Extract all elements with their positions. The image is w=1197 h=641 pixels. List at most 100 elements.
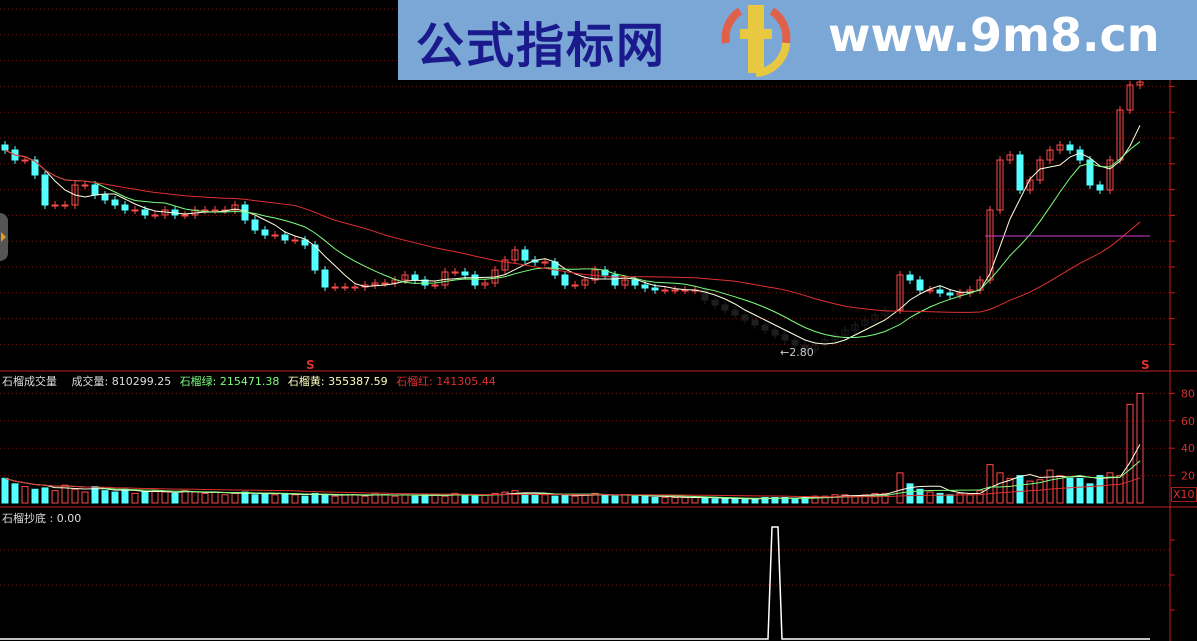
candle-body <box>571 284 579 287</box>
volume-bar <box>721 498 729 504</box>
volume-indicator-title: 石榴成交量 <box>2 375 57 388</box>
candle-body <box>1096 184 1104 191</box>
candle-body <box>281 234 289 241</box>
volume-bar <box>1056 475 1064 504</box>
volume-bar <box>621 494 629 504</box>
candle-body <box>1126 84 1134 111</box>
candle-body <box>541 261 549 264</box>
candle-body <box>521 249 529 261</box>
candle-body <box>811 344 819 351</box>
candle-body <box>61 204 69 207</box>
volume-bar <box>1076 477 1084 504</box>
candle-body <box>321 269 329 288</box>
candle-body <box>261 229 269 236</box>
volume-bar <box>51 490 59 504</box>
candle-body <box>561 274 569 286</box>
volume-bar <box>121 488 129 504</box>
candle-body <box>1006 154 1014 161</box>
volume-bar <box>191 491 199 504</box>
volume-tick-label: 40 <box>1181 442 1195 455</box>
candle-body <box>1066 144 1074 151</box>
candle-body <box>71 184 79 206</box>
candle-body <box>481 282 489 286</box>
volume-bar <box>251 494 259 504</box>
volume-bar <box>501 491 509 504</box>
volume-bar <box>1096 475 1104 504</box>
volume-bar <box>986 464 994 504</box>
volume-bar <box>811 495 819 504</box>
candle-body <box>896 274 904 311</box>
volume-ma10-line <box>4 460 1141 499</box>
volume-unit-badge: X10 <box>1171 487 1197 502</box>
volume-bar <box>351 494 359 504</box>
candle-body <box>611 274 619 286</box>
volume-bar <box>611 495 619 504</box>
volume-bar <box>381 494 389 504</box>
volume-bar <box>231 492 239 504</box>
volume-bar <box>1 477 9 504</box>
volume-bar <box>956 492 964 504</box>
expand-panel-tab[interactable] <box>0 213 8 261</box>
candle-body <box>741 314 749 321</box>
volume-bar <box>1126 403 1134 504</box>
candle-body <box>151 214 159 217</box>
candle-body <box>631 279 639 286</box>
candle-body <box>721 304 729 311</box>
volume-tick-label: 60 <box>1181 415 1195 428</box>
volume-bar <box>521 492 529 504</box>
volume-bar <box>41 487 49 504</box>
candle-body <box>1116 109 1124 161</box>
candle-body <box>1086 159 1094 186</box>
candle-body <box>1106 159 1114 191</box>
volume-bar <box>1016 475 1024 504</box>
volume-bar <box>461 494 469 504</box>
volume-legend: 石榴成交量 成交量: 810299.25 石榴绿: 215471.38 石榴黄:… <box>2 373 501 389</box>
signal-s-marker: S <box>306 358 315 372</box>
candle-body <box>461 271 469 276</box>
volume-ma30-line <box>4 477 1141 498</box>
volume-bar <box>221 494 229 504</box>
volume-ma5-line <box>4 444 1141 500</box>
candle-body <box>511 249 519 261</box>
volume-bar <box>1136 392 1144 504</box>
candle-body <box>946 292 954 296</box>
candle-body <box>671 289 679 292</box>
candle-body <box>471 274 479 286</box>
candle-body <box>251 219 259 231</box>
candle-body <box>1036 159 1044 181</box>
candle-body <box>861 319 869 326</box>
candle-body <box>841 329 849 336</box>
volume-bar <box>81 491 89 504</box>
candle-body <box>341 286 349 289</box>
signal-s-marker: S <box>1141 358 1150 372</box>
candle-body <box>331 286 339 289</box>
volume-bar <box>131 492 139 504</box>
candle-body <box>956 292 964 296</box>
volume-bar <box>291 494 299 504</box>
volume-bar <box>601 494 609 504</box>
volume-bar <box>21 486 29 504</box>
volume-bar <box>421 494 429 504</box>
candle-body <box>916 279 924 291</box>
candle-body <box>801 344 809 351</box>
volume-bar <box>1046 469 1054 504</box>
yellow-line-value: 石榴黄: 355387.59 <box>287 375 388 388</box>
volume-bar <box>151 490 159 504</box>
volume-bar <box>926 491 934 504</box>
candle-body <box>391 279 399 284</box>
candle-body <box>641 284 649 289</box>
candle-body <box>271 234 279 237</box>
red-line-value: 石榴红: 141305.44 <box>396 375 496 388</box>
candle-body <box>21 159 29 162</box>
volume-bar <box>61 484 69 504</box>
volume-bar <box>211 491 219 504</box>
watermark-banner: 公式指标网 www.9m8.cn <box>398 0 1197 80</box>
volume-bar <box>651 497 659 504</box>
candle-body <box>131 209 139 212</box>
volume-bar <box>771 497 779 504</box>
watermark-title: 公式指标网 <box>416 18 667 74</box>
volume-bar <box>491 492 499 504</box>
volume-bar <box>701 497 709 504</box>
bottom-indicator-legend: 石榴抄底 : 0.00 <box>2 512 82 525</box>
volume-bar <box>161 491 169 504</box>
